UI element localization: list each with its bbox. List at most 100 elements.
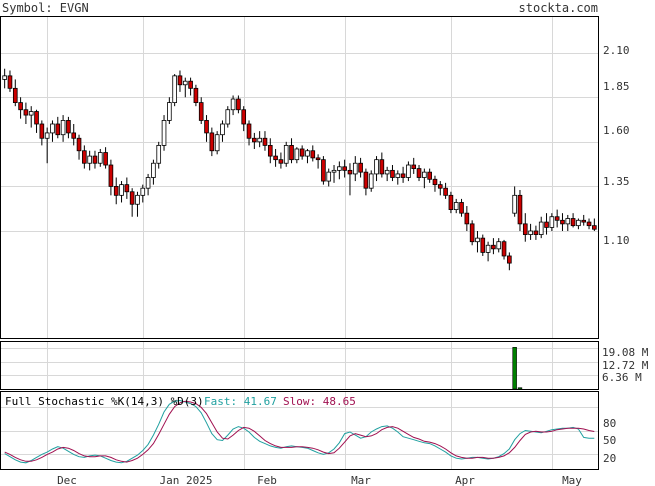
candle-down [12, 87, 18, 104]
price-y-axis: 2.10 1.85 1.60 1.35 1.10 [603, 44, 630, 247]
candle-down [533, 230, 539, 235]
volume-bar [512, 347, 517, 390]
candle-down [469, 223, 475, 243]
candle-down [113, 186, 119, 196]
candle-up [496, 241, 502, 250]
candle-down [34, 111, 39, 125]
candle-up [305, 150, 310, 157]
candle-down [71, 132, 77, 139]
price-tick-label: 1.85 [603, 80, 630, 93]
month-label-may: May [562, 474, 582, 486]
volume-tick-label: 12.72 M [602, 359, 649, 372]
price-panel-frame [0, 16, 599, 339]
candle-down [480, 237, 486, 253]
candle-down [23, 109, 29, 116]
candle-down [560, 219, 565, 225]
candle-down [18, 102, 23, 111]
candle-down [209, 132, 215, 152]
candle-up [28, 111, 34, 116]
candle-up [384, 169, 390, 175]
candle-down [252, 137, 257, 143]
candle-down [193, 87, 199, 104]
volume-tick-label: 19.08 M [602, 346, 649, 359]
candle-up [549, 216, 555, 228]
price-tick-label: 2.10 [603, 44, 630, 57]
volume-tick-label: 6.36 M [602, 371, 642, 384]
price-tick-label: 1.35 [603, 175, 630, 188]
candle-up [538, 221, 544, 235]
candle-down [55, 123, 61, 136]
candle-up [135, 194, 140, 205]
candle-up [337, 166, 342, 171]
candle-up [97, 152, 103, 164]
stochastic-lines [4, 399, 595, 464]
candle-down [124, 184, 130, 193]
candle-up [119, 184, 124, 196]
candle-down [448, 194, 454, 210]
candle-up [172, 75, 177, 103]
slow-value-label: Slow: 48.65 [283, 395, 356, 408]
candle-down [390, 169, 395, 178]
candle-down [321, 159, 326, 182]
candle-up [528, 230, 533, 235]
price-tick-label: 1.60 [603, 124, 630, 137]
candle-up [182, 80, 188, 86]
candle-up [485, 244, 491, 253]
candle-down [347, 169, 353, 175]
candle-up [512, 194, 517, 214]
candle-down [554, 216, 560, 221]
candle-down [204, 120, 209, 134]
month-label-mar: Mar [351, 474, 371, 486]
candle-down [379, 159, 385, 175]
candle-up [326, 171, 332, 182]
candle-down [310, 150, 316, 159]
candle-down [411, 164, 417, 169]
candle-down [592, 225, 597, 230]
price-tick-label: 1.10 [603, 234, 630, 247]
stochastic-panel-frame [0, 391, 599, 470]
candle-down [92, 155, 98, 164]
candle-up [167, 102, 172, 121]
candle-down [315, 157, 321, 161]
stochastic-title: Full Stochastic %K(14,3) %D(3) [5, 395, 204, 408]
candle-down [358, 162, 363, 173]
candle-up [475, 237, 480, 243]
candle-down [108, 164, 114, 187]
candle-up [220, 123, 225, 136]
candle-down [363, 171, 369, 189]
candle-up [283, 144, 289, 164]
fast-value-label: Fast: 41.67 [204, 395, 277, 408]
candle-up [2, 75, 7, 80]
candle-up [140, 187, 146, 196]
candle-up [565, 218, 571, 225]
candle-down [544, 221, 549, 228]
candle-up [156, 144, 162, 164]
candle-down [236, 98, 241, 111]
candle-up [257, 137, 262, 143]
candle-down [241, 109, 247, 125]
symbol-label: Symbol: EVGN [2, 1, 89, 15]
candle-down [432, 178, 438, 186]
candle-down [581, 219, 587, 223]
candle-up [422, 171, 427, 178]
candle-up [453, 202, 459, 210]
candle-down [522, 223, 528, 235]
candle-down [501, 241, 507, 257]
candle-down [464, 212, 470, 225]
stoch-tick-label: 80 [603, 417, 616, 430]
stoch-tick-label: 20 [603, 452, 616, 465]
volume-bar [517, 387, 523, 390]
stoch-tick-label: 50 [603, 434, 616, 447]
volume-panel-frame [0, 341, 599, 390]
candle-up [368, 173, 374, 189]
candle-down [416, 168, 422, 178]
candle-up [225, 109, 231, 125]
candle-down [129, 191, 135, 205]
candle-down [198, 102, 204, 121]
candle-down [400, 173, 406, 178]
candle-down [177, 75, 183, 86]
candle-down [278, 159, 284, 164]
candle-down [289, 144, 294, 161]
candle-down [427, 171, 432, 180]
